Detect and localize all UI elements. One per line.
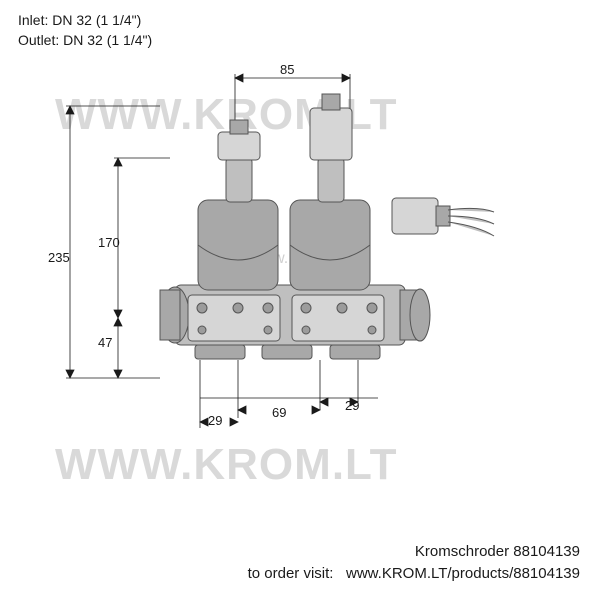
dim-left-outer: 235 — [48, 250, 70, 265]
dim-bottom-c: 29 — [345, 398, 359, 413]
brand-model: Kromschroder 88104139 — [415, 543, 580, 560]
dim-bottom-a: 29 — [208, 413, 222, 428]
inlet-value: DN 32 (1 1/4") — [52, 12, 141, 28]
dim-top-width: 85 — [280, 62, 294, 77]
watermark-center: www.KROM.LT — [250, 250, 358, 268]
order-url: www.KROM.LT/products/88104139 — [346, 565, 580, 582]
inlet-label: Inlet: — [18, 12, 48, 28]
outlet-spec: Outlet: DN 32 (1 1/4") — [18, 32, 152, 48]
footer-order: to order visit: www.KROM.LT/products/881… — [248, 565, 580, 582]
outlet-label: Outlet: — [18, 32, 59, 48]
watermark-top: WWW.KROM.LT — [55, 90, 398, 140]
inlet-spec: Inlet: DN 32 (1 1/4") — [18, 12, 141, 28]
dim-left-inner: 170 — [98, 235, 120, 250]
dim-left-lower: 47 — [98, 335, 112, 350]
footer-brand: Kromschroder 88104139 — [415, 543, 580, 560]
diagram-canvas: { "diagram": { "type": "dimensioned-draw… — [0, 0, 600, 600]
watermark-bottom: WWW.KROM.LT — [55, 440, 398, 490]
valve-drawing — [0, 0, 600, 600]
dim-bottom-b: 69 — [272, 405, 286, 420]
outlet-value: DN 32 (1 1/4") — [63, 32, 152, 48]
order-prefix: to order visit: — [248, 565, 334, 582]
